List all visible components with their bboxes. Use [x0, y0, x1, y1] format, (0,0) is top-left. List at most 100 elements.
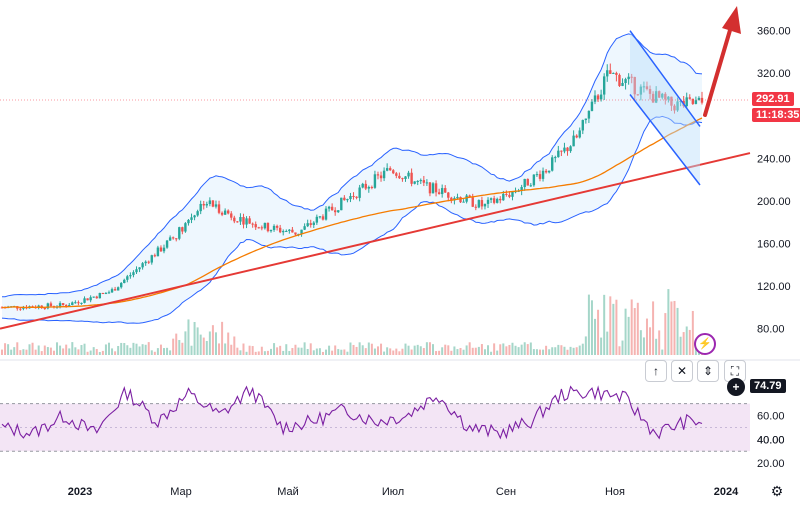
volume-bar	[288, 350, 291, 355]
volume-bar	[410, 349, 413, 355]
volume-bar	[456, 349, 459, 355]
volume-bar	[557, 344, 560, 355]
volume-bar	[16, 342, 19, 355]
candle-body	[593, 95, 597, 102]
volume-bar	[462, 349, 465, 355]
volume-bar	[107, 342, 110, 355]
candle-body	[101, 293, 105, 295]
volume-bar	[309, 343, 312, 355]
volume-bar	[572, 347, 575, 355]
volume-bar	[120, 342, 123, 355]
volume-bar	[147, 342, 150, 355]
maximize-pane-button[interactable]: ⛶	[724, 360, 746, 382]
volume-bar	[59, 345, 62, 355]
candle-body	[294, 232, 297, 235]
candle-body	[49, 303, 53, 307]
volume-bar	[49, 347, 52, 355]
candle-body	[389, 168, 392, 171]
volume-bar	[71, 342, 74, 355]
candle-body	[306, 223, 309, 227]
volume-bar	[233, 336, 236, 355]
move-pane-up-button[interactable]: ↑	[645, 360, 667, 382]
volume-bar	[224, 343, 227, 355]
volume-bar	[19, 350, 22, 355]
candle-body	[196, 211, 199, 216]
volume-bar	[612, 303, 615, 355]
volume-bar	[383, 351, 386, 355]
volume-bar	[276, 347, 279, 355]
volume-bar	[380, 343, 383, 355]
volume-bar	[135, 343, 138, 355]
candle-body	[422, 180, 426, 183]
candle-body	[547, 170, 551, 173]
candle-body	[236, 221, 239, 223]
candle-body	[107, 292, 111, 294]
candle-body	[282, 231, 285, 233]
volume-bars	[1, 289, 703, 355]
candle-body	[639, 86, 643, 95]
volume-bar	[193, 321, 196, 355]
volume-bar	[260, 346, 263, 355]
candle-body	[141, 263, 144, 268]
lightning-badge[interactable]: ⚡	[694, 333, 716, 355]
target-arrow-head	[722, 6, 741, 34]
volume-bar	[98, 351, 101, 355]
gear-icon: ⚙	[770, 483, 784, 499]
candle-body	[113, 289, 117, 291]
candle-body	[563, 147, 566, 152]
volume-bar	[514, 345, 517, 355]
candle-body	[327, 206, 331, 209]
rsi-axis[interactable]: 60.00 40.00 20.00	[757, 411, 785, 471]
volume-bar	[621, 340, 624, 355]
candle-body	[340, 197, 343, 211]
volume-bar	[389, 348, 392, 355]
candle-body	[355, 196, 358, 198]
rsi-pane	[0, 385, 750, 452]
candle-body	[205, 204, 209, 206]
volume-bar	[1, 349, 3, 355]
close-pane-button[interactable]: ✕	[671, 360, 693, 382]
candle-body	[437, 192, 441, 195]
candle-body	[532, 174, 536, 186]
collapse-pane-button[interactable]: ⇕	[697, 360, 719, 382]
volume-bar	[575, 347, 578, 355]
candle-body	[560, 150, 563, 152]
volume-bar	[269, 348, 272, 355]
volume-bar	[450, 350, 453, 355]
candle-body	[254, 224, 257, 228]
candle-body	[22, 307, 25, 309]
rsi-value: 74.79	[754, 380, 782, 392]
candle-body	[208, 200, 212, 205]
volume-bar	[279, 345, 282, 355]
volume-bar	[254, 351, 257, 355]
volume-bar	[294, 344, 297, 355]
candle-body	[569, 146, 572, 152]
volume-bar	[144, 344, 147, 355]
price-tick-label: 120.00	[757, 281, 791, 293]
volume-bar	[422, 348, 425, 355]
volume-bar	[447, 345, 450, 355]
settings-button[interactable]: ⚙	[767, 481, 787, 501]
volume-bar	[230, 344, 233, 355]
time-axis[interactable]: 2023 Мар Май Июл Сен Ноя 2024	[68, 486, 739, 498]
volume-bar	[251, 346, 254, 355]
volume-bar	[56, 342, 59, 355]
volume-bar	[584, 336, 587, 355]
volume-bar	[685, 326, 688, 355]
volume-bar	[331, 350, 334, 355]
last-price-time: 11:18:35	[756, 109, 800, 121]
rsi-value-tag: 74.79	[750, 379, 786, 393]
candle-body	[309, 223, 312, 225]
add-indicator-button[interactable]: +	[727, 378, 745, 396]
candle-body	[379, 175, 383, 179]
volume-bar	[370, 343, 373, 355]
channel-upper	[629, 30, 701, 127]
candle-body	[566, 147, 569, 152]
candle-body	[150, 255, 153, 263]
volume-bar	[242, 343, 245, 355]
volume-bar	[376, 346, 379, 355]
candle-body	[697, 97, 701, 101]
volume-bar	[92, 347, 95, 355]
volume-bar	[398, 351, 401, 355]
